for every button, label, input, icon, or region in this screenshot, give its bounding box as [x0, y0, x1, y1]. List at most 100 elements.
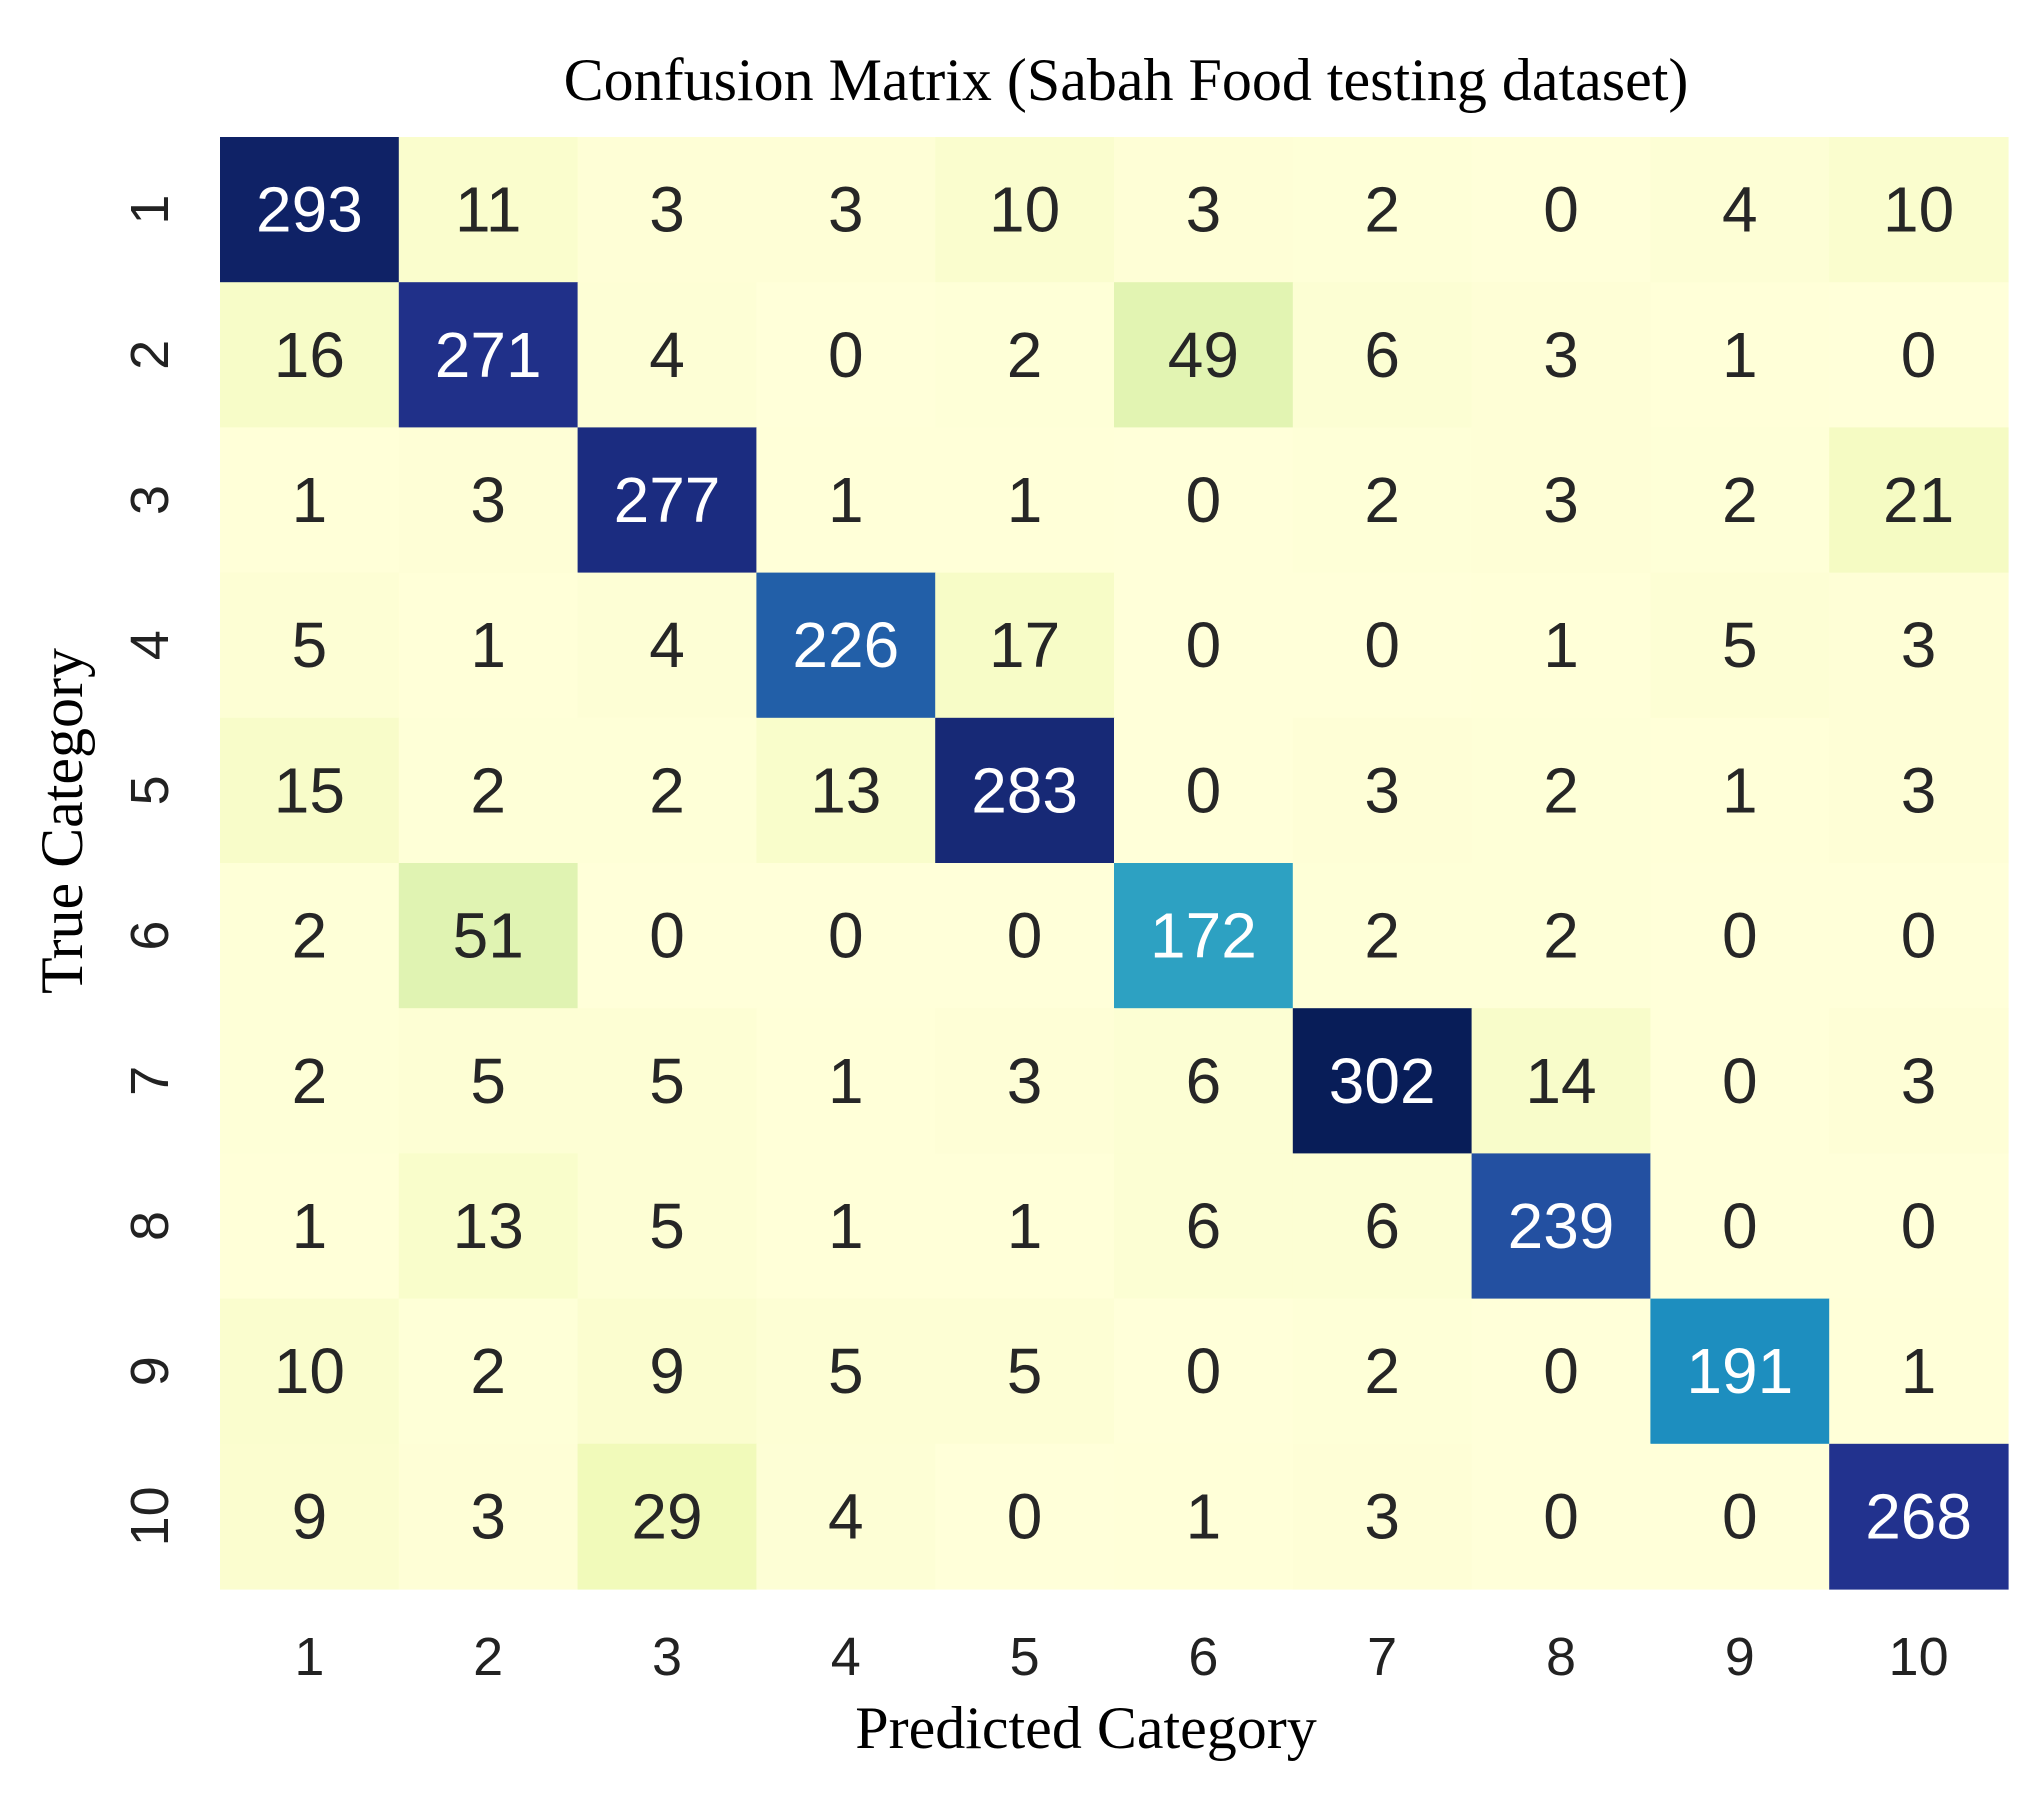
cell-value-label: 9	[292, 1480, 328, 1552]
cell-value-label: 0	[1543, 1480, 1579, 1552]
cell-value-label: 10	[1883, 174, 1954, 246]
x-tick-label: 9	[1725, 1627, 1755, 1687]
heatmap-cell-r4-c3	[577, 572, 757, 719]
y-tick-label: 6	[120, 921, 180, 951]
cell-value-label: 3	[1186, 174, 1222, 246]
heatmap-cell-r3-c5	[935, 427, 1115, 574]
heatmap-cell-r6-c4	[756, 863, 936, 1009]
heatmap-cell-r6-c7	[1292, 863, 1473, 1009]
x-tick-label: 4	[831, 1627, 861, 1687]
cell-value-label: 3	[1007, 1045, 1043, 1117]
heatmap-cell-r6-c3	[577, 863, 757, 1009]
heatmap-cell-r1-c2	[398, 137, 579, 283]
y-tick-label: 4	[120, 630, 180, 660]
cell-value-label: 3	[1901, 754, 1937, 826]
heatmap-cell-r8-c2	[398, 1153, 579, 1300]
cell-value-label: 4	[828, 1480, 864, 1552]
x-axis-ticks: 1 2 3 4 5 6 7 8 9 10	[294, 1627, 1948, 1687]
heatmap-cell-r5-c10	[1829, 717, 2009, 864]
cell-value-label: 0	[1722, 1190, 1758, 1262]
heatmap-cell-r5-c5	[935, 717, 1115, 864]
cell-value-label: 1	[292, 1190, 328, 1262]
cell-value-label: 0	[1901, 1190, 1937, 1262]
heatmap-cell-r8-c3	[577, 1153, 757, 1300]
heatmap-cell-r5-c1	[220, 717, 400, 864]
heatmap-cell-r6-c1	[220, 863, 400, 1009]
cell-value-label: 3	[1364, 754, 1400, 826]
cell-value-label: 4	[649, 319, 685, 391]
cell-value-label: 10	[274, 1335, 345, 1407]
heatmap-cell-r6-c2	[398, 863, 579, 1009]
cell-value-label: 3	[1543, 319, 1579, 391]
cell-value-label: 283	[971, 754, 1078, 826]
heatmap-cell-r5-c3	[577, 717, 757, 864]
heatmap-cell-r2-c7	[1292, 282, 1473, 428]
heatmap-cell-r8-c4	[756, 1153, 936, 1300]
cell-value-label: 2	[1364, 1335, 1400, 1407]
cell-value-label: 3	[1901, 1045, 1937, 1117]
heatmap-cell-r7-c3	[577, 1008, 757, 1154]
heatmap-cell-r8-c1	[220, 1153, 400, 1300]
heatmap-cell-r9-c2	[398, 1298, 579, 1445]
cell-value-label: 0	[1901, 319, 1937, 391]
heatmap-cell-r6-c9	[1650, 863, 1830, 1009]
cell-value-label: 29	[631, 1480, 702, 1552]
heatmap-cell-r1-c7	[1292, 137, 1473, 283]
cell-value-label: 0	[1722, 900, 1758, 972]
cell-value-label: 2	[1364, 464, 1400, 536]
heatmap-cell-r8-c9	[1650, 1153, 1830, 1300]
heatmap-cell-r5-c2	[398, 717, 579, 864]
cell-value-label: 0	[828, 900, 864, 972]
heatmap-cell-r8-c8	[1471, 1153, 1651, 1300]
cell-value-label: 0	[828, 319, 864, 391]
cell-value-label: 2	[470, 1335, 506, 1407]
y-tick-label: 5	[120, 775, 180, 805]
cell-value-label: 0	[649, 900, 685, 972]
heatmap-cell-r5-c7	[1292, 717, 1473, 864]
heatmap-cell-r4-c2	[398, 572, 579, 719]
heatmap-cell-r10-c4	[756, 1443, 936, 1590]
y-tick-label: 1	[120, 195, 180, 225]
heatmap-cell-r9-c5	[935, 1298, 1115, 1445]
cell-value-label: 13	[810, 754, 881, 826]
heatmap-cell-r6-c6	[1114, 863, 1294, 1009]
heatmap-cell-r2-c1	[220, 282, 400, 428]
cell-value-label: 9	[649, 1335, 685, 1407]
cell-value-label: 293	[256, 174, 363, 246]
cell-value-label: 0	[1722, 1480, 1758, 1552]
heatmap-cell-r4-c1	[220, 572, 400, 719]
cell-value-label: 1	[292, 464, 328, 536]
heatmap-cell-r3-c2	[398, 427, 579, 574]
cell-value-label: 0	[1364, 609, 1400, 681]
cell-value-label: 1	[828, 464, 864, 536]
y-tick-label: 9	[120, 1356, 180, 1386]
cell-value-label: 277	[614, 464, 721, 536]
cell-value-label: 51	[453, 900, 524, 972]
cell-value-label: 2	[292, 1045, 328, 1117]
cell-value-label: 0	[1186, 1335, 1222, 1407]
heatmap-cell-r3-c10	[1829, 427, 2009, 574]
heatmap-cell-r10-c3	[577, 1443, 757, 1590]
heatmap-cell-r7-c7	[1292, 1008, 1473, 1154]
heatmap-cell-r7-c2	[398, 1008, 579, 1154]
cell-value-label: 49	[1168, 319, 1239, 391]
heatmap-cell-r10-c7	[1292, 1443, 1473, 1590]
x-axis-label: Predicted Category	[855, 1695, 1317, 1761]
heatmap-cell-r3-c8	[1471, 427, 1651, 574]
cell-value-label: 0	[1007, 1480, 1043, 1552]
heatmap-cell-r1-c4	[756, 137, 936, 283]
cell-value-label: 1	[1186, 1480, 1222, 1552]
heatmap-cell-r10-c2	[398, 1443, 579, 1590]
heatmap-cell-r4-c5	[935, 572, 1115, 719]
cell-value-label: 3	[1364, 1480, 1400, 1552]
cell-value-label: 226	[792, 609, 899, 681]
heatmap-cell-r9-c8	[1471, 1298, 1651, 1445]
cell-value-label: 3	[470, 464, 506, 536]
x-tick-label: 1	[294, 1627, 324, 1687]
cell-value-label: 2	[1364, 900, 1400, 972]
x-tick-label: 3	[652, 1627, 682, 1687]
heatmap-cell-r2-c9	[1650, 282, 1830, 428]
cell-value-label: 2	[1722, 464, 1758, 536]
cell-value-label: 1	[1722, 319, 1758, 391]
